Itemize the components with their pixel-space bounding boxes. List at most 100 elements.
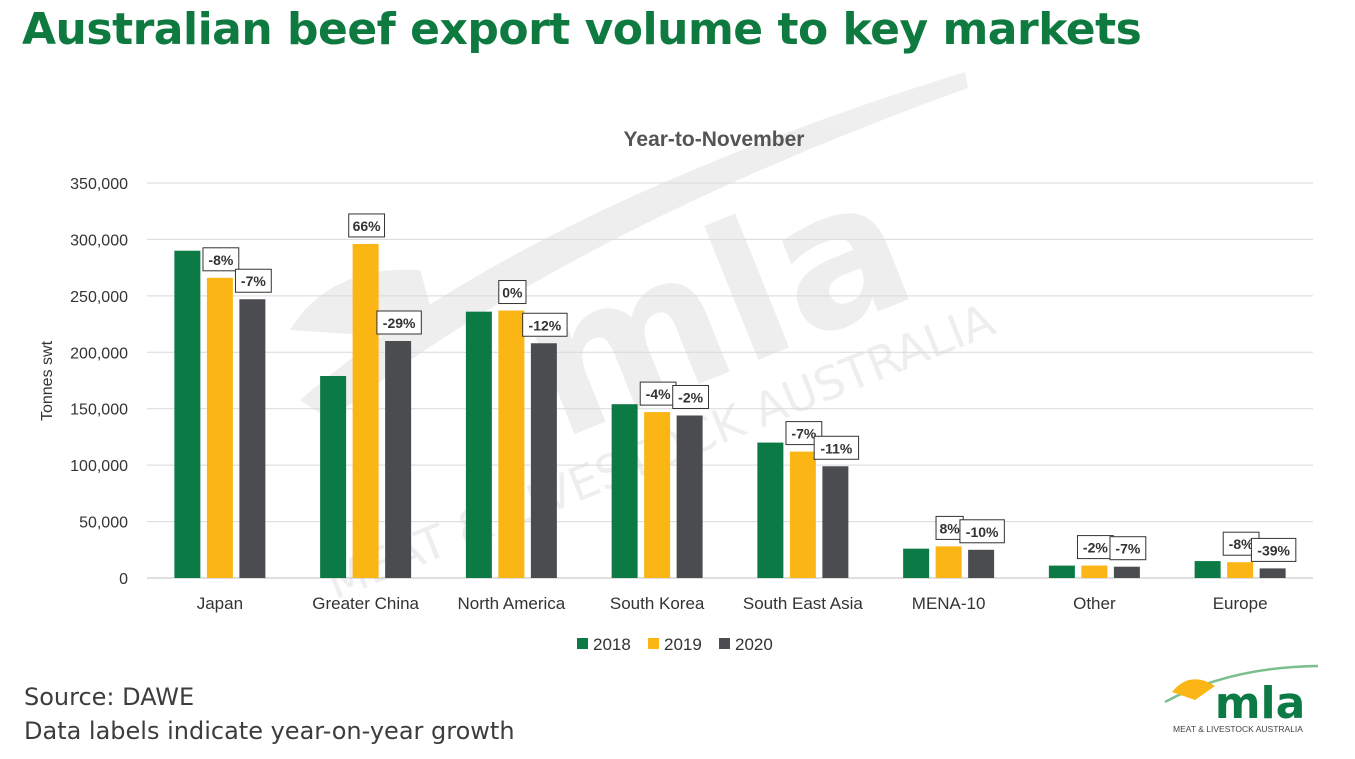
growth-label: -7% (1109, 536, 1147, 561)
x-tick-label: South Korea (610, 594, 705, 613)
growth-label-text: -2% (1083, 540, 1108, 556)
y-tick-label: 300,000 (70, 232, 128, 249)
legend-swatch-2019 (648, 638, 659, 649)
growth-label-box (522, 312, 568, 337)
growth-label: -2% (1076, 535, 1114, 560)
growth-label-text: -39% (1257, 542, 1290, 558)
y-tick-label: 200,000 (70, 345, 128, 362)
bar-2019 (352, 243, 379, 578)
bar-2019 (498, 310, 525, 578)
growth-label-text: -7% (791, 426, 816, 442)
growth-label-box (1109, 536, 1147, 561)
x-tick-label: Greater China (312, 594, 419, 613)
chart-title: Year-to-November (624, 128, 805, 151)
logo-sun-icon (1172, 679, 1215, 700)
x-tick-label: MENA-10 (912, 594, 986, 613)
growth-label: 0% (498, 280, 527, 305)
bar-2018 (320, 375, 347, 578)
growth-label: -39% (1250, 537, 1297, 562)
growth-label: -7% (234, 268, 272, 293)
legend-label-2018: 2018 (593, 635, 631, 654)
growth-label-text: -4% (646, 386, 671, 402)
legend-swatch-2020 (719, 638, 730, 649)
bar-2020 (676, 415, 703, 578)
y-tick-label: 350,000 (70, 176, 128, 193)
growth-label: -12% (522, 312, 568, 337)
growth-label: 66% (348, 213, 386, 238)
growth-label-text: -10% (966, 524, 999, 540)
bar-2019 (206, 277, 233, 578)
legend: 2018 2019 2020 (577, 635, 773, 654)
source-note: Source: DAWE (24, 683, 195, 711)
growth-label-box (959, 519, 1005, 544)
growth-label-box (813, 435, 860, 460)
growth-label-text: -8% (1229, 536, 1254, 552)
mla-logo: mla MEAT & LIVESTOCK AUSTRALIA (1164, 664, 1319, 734)
growth-label-box (498, 280, 527, 305)
growth-label-text: -8% (208, 252, 233, 268)
growth-label-text: 66% (353, 218, 382, 234)
bar-2020 (239, 299, 266, 578)
bar-2019 (1081, 565, 1108, 578)
bar-2020 (385, 341, 412, 578)
growth-label-box (672, 384, 710, 409)
growth-label: -10% (959, 519, 1005, 544)
growth-label-box (1250, 537, 1297, 562)
x-tick-label: Europe (1213, 594, 1268, 613)
bar-2019 (789, 451, 816, 578)
growth-label: -8% (202, 247, 240, 272)
growth-label: -29% (376, 310, 422, 335)
bar-2020 (968, 549, 995, 578)
bar-2018 (757, 442, 784, 578)
bars (174, 243, 1286, 578)
bar-2019 (935, 546, 962, 578)
bar-2019 (1227, 562, 1254, 578)
growth-label-box (785, 421, 823, 446)
x-tick-label: Other (1073, 594, 1116, 613)
bar-2018 (611, 404, 638, 578)
legend-label-2019: 2019 (664, 635, 702, 654)
bar-2018 (1048, 565, 1075, 578)
page-title: Australian beef export volume to key mar… (22, 4, 1142, 55)
bar-2020 (822, 466, 849, 578)
y-axis-ticks: 0 50,000 100,000 150,000 200,000 250,000 300,0… (70, 176, 128, 588)
growth-label: -2% (672, 384, 710, 409)
growth-label-text: -29% (383, 315, 416, 331)
logo-wordmark: mla (1215, 678, 1306, 729)
growth-label-text: -12% (529, 317, 562, 333)
y-tick-label: 150,000 (70, 402, 128, 419)
bar-2018 (465, 311, 492, 578)
bar-chart: mla MEAT & LIVESTOCK AUSTRALIA Year-to-N… (39, 72, 1313, 654)
growth-label-box (376, 310, 422, 335)
bar-2018 (903, 548, 930, 578)
bar-2020 (1113, 566, 1140, 578)
growth-label-text: 8% (940, 520, 961, 536)
growth-label-box (348, 213, 386, 238)
growth-label: -11% (813, 435, 860, 460)
x-tick-label: South East Asia (743, 594, 864, 613)
growth-label-text: -11% (820, 440, 852, 456)
legend-swatch-2018 (577, 638, 588, 649)
bar-2020 (530, 343, 557, 578)
growth-label-text: -7% (1115, 541, 1140, 557)
y-axis-label: Tonnes swt (39, 340, 56, 421)
y-tick-label: 250,000 (70, 289, 128, 306)
growth-label-box (234, 268, 272, 293)
bar-2020 (1259, 568, 1286, 578)
data-labels: -8%-7%66%-29%0%-12%-4% -2%-7%-11%8% -10%-2… (202, 213, 1297, 562)
growth-label: 8% (935, 515, 964, 540)
y-tick-label: 50,000 (79, 515, 128, 532)
growth-label: -7% (785, 421, 823, 446)
y-tick-label: 0 (119, 571, 128, 588)
legend-label-2020: 2020 (735, 635, 773, 654)
x-axis-ticks: Japan Greater China North America South Kor… (197, 594, 1268, 613)
growth-label-text: -7% (241, 273, 266, 289)
x-tick-label: North America (458, 594, 566, 613)
bar-2019 (644, 412, 671, 578)
data-label-note: Data labels indicate year-on-year growth (24, 717, 515, 745)
growth-label: -4% (639, 381, 677, 406)
x-tick-label: Japan (197, 594, 243, 613)
growth-label-box (202, 247, 240, 272)
growth-label-text: -2% (678, 389, 703, 405)
bar-2018 (1194, 561, 1221, 578)
